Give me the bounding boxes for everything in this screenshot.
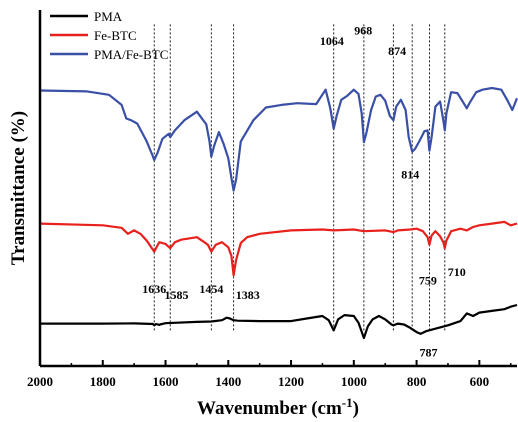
legend-label-1: Fe-BTC [94, 28, 137, 43]
x-tick-label-2000: 2000 [27, 374, 53, 389]
peak-label-968: 968 [354, 24, 372, 38]
peak-label-814: 814 [401, 168, 419, 182]
series-line-pma-fe-btc [39, 86, 518, 192]
x-axis-title-tail: ) [353, 398, 359, 419]
peak-label-1636: 1636 [142, 282, 166, 296]
peak-label-1383: 1383 [236, 288, 260, 302]
peak-label-1454: 1454 [199, 282, 223, 296]
y-axis-title: Transmittance (%) [8, 111, 29, 265]
x-tick-label-800: 800 [407, 374, 427, 389]
x-tick-label-1000: 1000 [341, 374, 367, 389]
peak-reference-lines [153, 24, 446, 331]
axes: 2000 1800 1600 1400 1200 1000 800 600 Wavenumber… [8, 10, 517, 419]
peak-label-759: 759 [419, 274, 437, 288]
x-tick-label-600: 600 [470, 374, 490, 389]
series-line-fe-btc [39, 220, 518, 277]
peak-label-1585: 1585 [165, 288, 189, 302]
x-axis-title: Wavenumber (cm-1) [197, 395, 359, 419]
x-axis-title-superscript: -1 [342, 395, 353, 410]
x-axis-title-main: Wavenumber (cm [197, 398, 342, 419]
peak-label-1064: 1064 [320, 34, 344, 48]
legend-label-2: PMA/Fe-BTC [94, 47, 168, 62]
peak-label-874: 874 [388, 44, 406, 58]
series-line-pma [40, 303, 518, 340]
x-tick-label-1800: 1800 [90, 374, 116, 389]
peak-label-787: 787 [420, 346, 438, 360]
x-tick-label-1400: 1400 [215, 374, 241, 389]
x-tick-label-1600: 1600 [153, 374, 179, 389]
legend: PMA Fe-BTC PMA/Fe-BTC [50, 9, 168, 62]
peak-label-710: 710 [448, 265, 466, 279]
spectra-series [39, 86, 518, 340]
legend-label-0: PMA [94, 9, 123, 24]
x-tick-label-1200: 1200 [278, 374, 304, 389]
